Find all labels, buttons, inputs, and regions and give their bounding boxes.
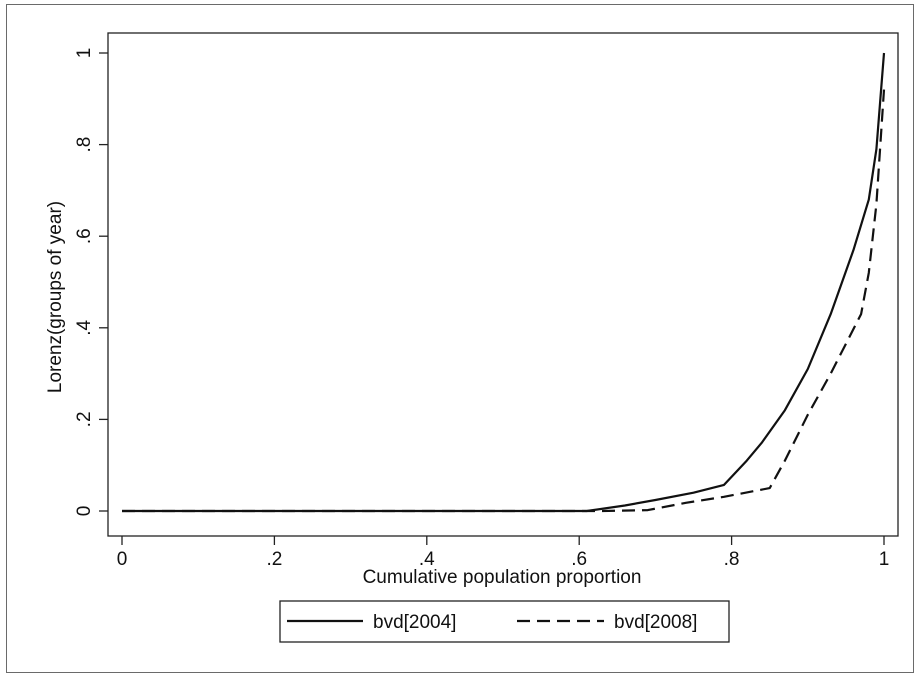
chart-frame: 0 .2 .4 .6 .8 1 0 .2 .4 .6 .8 1 Cumulative populat… (6, 4, 914, 673)
legend-label-2004: bvd[2004] (373, 612, 456, 633)
x-tick-label: .6 (571, 549, 587, 570)
x-tick-label: 1 (879, 549, 890, 570)
y-tick-label: .4 (74, 319, 95, 335)
y-tick-label: .6 (74, 228, 95, 244)
series-layer (122, 52, 886, 513)
x-axis: 0 .2 .4 .6 .8 1 (117, 536, 890, 570)
y-tick-label: .8 (74, 137, 95, 153)
y-tick-label: 1 (74, 48, 95, 59)
lorenz-curve-chart: 0 .2 .4 .6 .8 1 0 .2 .4 .6 .8 1 Cumulative populat… (45, 32, 899, 643)
y-axis-title: Lorenz(groups of year) (45, 201, 66, 393)
plot-area (107, 32, 899, 537)
x-tick-label: 0 (117, 549, 128, 570)
x-tick-label: .2 (266, 549, 282, 570)
y-tick-label: .2 (74, 411, 95, 427)
x-tick-label: .4 (419, 549, 435, 570)
x-tick-label: .8 (724, 549, 740, 570)
series-line-2008 (122, 89, 886, 513)
y-axis: 0 .2 .4 .6 .8 1 (74, 48, 108, 517)
y-tick-label: 0 (74, 506, 95, 517)
x-axis-title: Cumulative population proportion (363, 567, 642, 588)
legend: bvd[2004] bvd[2008] (279, 600, 730, 643)
legend-label-2008: bvd[2008] (614, 612, 697, 633)
series-line-2004 (122, 52, 886, 513)
